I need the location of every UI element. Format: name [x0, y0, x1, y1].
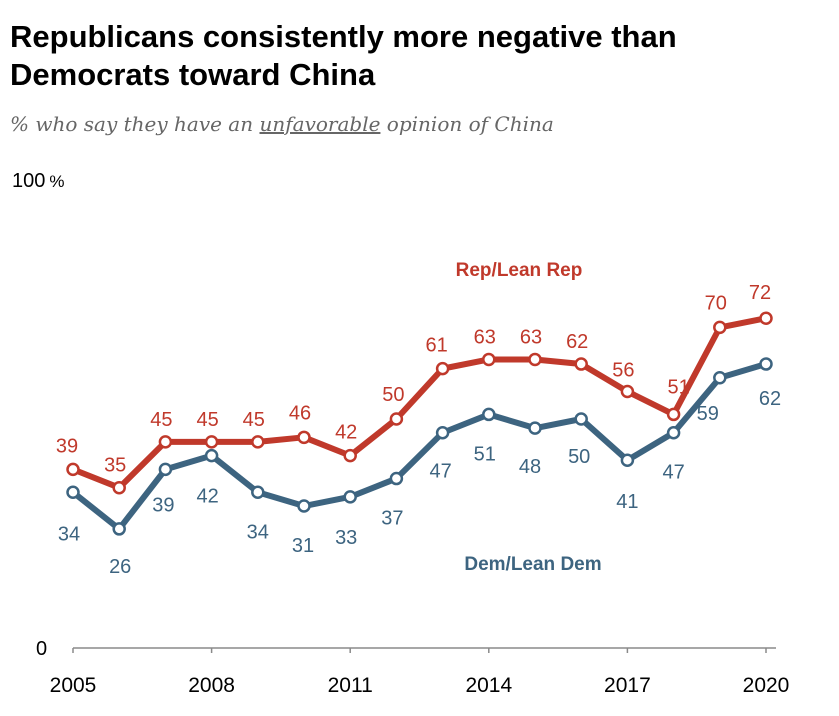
data-point	[620, 453, 635, 467]
data-label: 62	[759, 388, 781, 410]
x-tick-label: 2014	[465, 674, 512, 697]
data-point	[112, 522, 126, 536]
series-name-label: Dem/Lean Dem	[464, 554, 601, 575]
data-label: 72	[749, 282, 771, 304]
data-label: 34	[58, 523, 80, 545]
data-label: 48	[519, 456, 541, 478]
data-point	[343, 490, 357, 504]
y-axis-bottom-label: 0	[36, 638, 47, 660]
data-label: 61	[425, 335, 447, 357]
data-point	[759, 357, 773, 371]
data-point	[343, 448, 357, 463]
data-label: 34	[247, 521, 269, 543]
data-label: 35	[104, 455, 126, 477]
data-label: 42	[196, 486, 218, 508]
data-label: 39	[56, 435, 78, 457]
data-point	[204, 448, 219, 463]
data-point	[112, 480, 126, 495]
data-point	[251, 435, 265, 449]
data-label: 59	[697, 403, 719, 425]
data-label: 31	[292, 535, 314, 557]
data-point	[713, 371, 727, 385]
x-tick-label: 2011	[328, 674, 373, 697]
data-label: 56	[612, 360, 634, 382]
data-point	[251, 485, 265, 500]
x-tick-label: 2008	[188, 674, 235, 697]
data-point	[759, 311, 773, 325]
data-point	[620, 384, 635, 399]
series-rep	[66, 311, 773, 495]
data-point	[435, 361, 450, 376]
data-label: 50	[568, 446, 590, 468]
data-point	[158, 435, 173, 449]
data-point	[713, 320, 727, 335]
data-point	[666, 425, 681, 440]
data-label: 45	[150, 409, 172, 431]
series-dem	[66, 357, 773, 536]
data-label: 46	[289, 402, 311, 424]
x-tick-label: 2020	[743, 674, 790, 697]
data-point	[66, 485, 80, 500]
y-top-value: 100	[12, 170, 45, 192]
data-point	[158, 462, 173, 477]
data-point	[297, 430, 311, 445]
data-point	[574, 357, 588, 371]
subtitle-emphasis: unfavorable	[259, 112, 381, 136]
data-point	[528, 352, 542, 367]
data-label: 37	[381, 508, 403, 530]
data-point	[435, 425, 450, 440]
data-point	[389, 471, 404, 486]
subtitle-prefix: % who say they have an	[10, 112, 260, 136]
subtitle-suffix: opinion of China	[380, 112, 554, 136]
data-point	[66, 462, 80, 477]
series-name-label: Rep/Lean Rep	[456, 260, 583, 281]
data-label: 41	[616, 491, 638, 513]
data-label: 70	[705, 292, 727, 314]
data-point	[574, 412, 588, 426]
data-label: 51	[667, 376, 689, 398]
data-label: 62	[566, 331, 588, 353]
data-label: 50	[382, 384, 404, 406]
data-label: 42	[335, 422, 357, 444]
data-point	[528, 421, 542, 435]
y-axis-top-label: 100%	[12, 170, 65, 192]
chart-title: Republicans consistently more negative t…	[10, 19, 677, 92]
series-layer	[66, 311, 773, 536]
data-point	[482, 352, 496, 367]
chart-subtitle: % who say they have an unfavorable opini…	[10, 112, 554, 136]
x-tick-label: 2005	[50, 674, 97, 697]
data-label: 39	[152, 494, 174, 516]
data-label: 51	[474, 443, 496, 465]
data-label-layer: 39 35 45 45 45 46 42 50 61 63 63 62 56 51 70 72 34 26 39 42…	[56, 260, 781, 578]
data-label: 45	[196, 409, 218, 431]
data-label: 47	[429, 461, 451, 483]
series-line	[70, 361, 769, 532]
data-label: 63	[474, 326, 496, 348]
data-label: 47	[662, 462, 684, 484]
x-tick-label: 2017	[604, 674, 651, 697]
x-axis-ticks: 2005 2008 2011 2014 2017 2020	[50, 648, 790, 697]
data-point	[297, 499, 311, 513]
data-point	[204, 435, 219, 449]
data-label: 33	[335, 527, 357, 549]
y-top-unit: %	[49, 172, 64, 191]
data-label: 45	[243, 409, 265, 431]
data-label: 26	[109, 556, 131, 578]
data-label: 63	[520, 326, 542, 348]
data-point	[482, 407, 496, 422]
data-point	[666, 407, 681, 422]
data-point	[389, 412, 404, 426]
series-line	[70, 315, 769, 491]
